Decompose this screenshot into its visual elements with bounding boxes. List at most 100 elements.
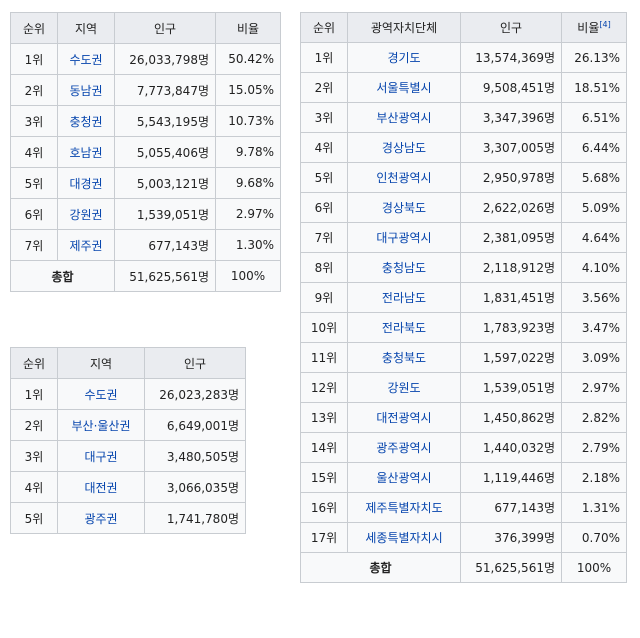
rank-cell: 1위 xyxy=(10,378,58,410)
region-link[interactable]: 전라남도 xyxy=(381,291,427,305)
region-link[interactable]: 인천광역시 xyxy=(376,171,432,185)
header-population: 인구 xyxy=(460,12,562,43)
region-link[interactable]: 경상남도 xyxy=(381,141,427,155)
rank-cell: 12위 xyxy=(300,372,348,403)
ratio-cell: 2.18% xyxy=(561,462,627,493)
rank-cell: 17위 xyxy=(300,522,348,553)
table-row: 14위 광주광역시 1,440,032명 2.79% xyxy=(300,432,627,463)
table-row: 17위 세종특별자치시 376,399명 0.70% xyxy=(300,522,627,553)
total-label: 총합 xyxy=(10,260,115,292)
region-link[interactable]: 강원도 xyxy=(387,381,421,395)
region-cell: 세종특별자치시 xyxy=(347,522,461,553)
population-cell: 3,347,396명 xyxy=(460,102,562,133)
rank-cell: 9위 xyxy=(300,282,348,313)
ratio-cell: 1.31% xyxy=(561,492,627,523)
region-link[interactable]: 수도권 xyxy=(84,387,118,402)
table-row: 16위 제주특별자치도 677,143명 1.31% xyxy=(300,492,627,523)
table-row: 5위 인천광역시 2,950,978명 5.68% xyxy=(300,162,627,193)
region-link[interactable]: 광주권 xyxy=(84,511,118,526)
region-link[interactable]: 서울특별시 xyxy=(376,81,432,95)
region-link[interactable]: 대구권 xyxy=(84,449,118,464)
population-cell: 1,119,446명 xyxy=(460,462,562,493)
region-link[interactable]: 대구광역시 xyxy=(376,231,432,245)
region-cell: 대구권 xyxy=(57,440,145,472)
region-link[interactable]: 경상북도 xyxy=(381,201,427,215)
population-cell: 2,622,026명 xyxy=(460,192,562,223)
ratio-cell: 18.51% xyxy=(561,72,627,103)
region-cell: 인천광역시 xyxy=(347,162,461,193)
region-link[interactable]: 울산광역시 xyxy=(376,471,432,485)
footnote-link[interactable]: [4] xyxy=(599,20,611,29)
population-cell: 3,307,005명 xyxy=(460,132,562,163)
region-link[interactable]: 동남권 xyxy=(69,83,103,98)
ratio-cell: 9.68% xyxy=(215,167,281,199)
region-link[interactable]: 충청남도 xyxy=(381,261,427,275)
table-row: 4위 대전권 3,066,035명 xyxy=(10,471,246,503)
header-ratio-label: 비율 xyxy=(577,21,600,35)
total-ratio: 100% xyxy=(561,552,627,583)
rank-cell: 4위 xyxy=(300,132,348,163)
population-cell: 1,741,780명 xyxy=(144,502,246,534)
table-row: 12위 강원도 1,539,051명 2.97% xyxy=(300,372,627,403)
rank-cell: 5위 xyxy=(10,502,58,534)
rank-cell: 4위 xyxy=(10,136,58,168)
region-link[interactable]: 제주권 xyxy=(69,238,103,253)
region-link[interactable]: 강원권 xyxy=(69,207,103,222)
ratio-cell: 1.30% xyxy=(215,229,281,261)
table-row: 7위 제주권 677,143명 1.30% xyxy=(10,229,281,261)
region-cell: 충청권 xyxy=(57,105,115,137)
region-link[interactable]: 충청북도 xyxy=(381,351,427,365)
population-cell: 2,118,912명 xyxy=(460,252,562,283)
rank-cell: 3위 xyxy=(300,102,348,133)
ratio-cell: 5.68% xyxy=(561,162,627,193)
region-link[interactable]: 세종특별자치시 xyxy=(365,531,443,545)
table-header-row: 순위 지역 인구 xyxy=(10,347,246,379)
region-link[interactable]: 부산·울산권 xyxy=(71,418,131,433)
population-cell: 677,143명 xyxy=(114,229,216,261)
header-region: 지역 xyxy=(57,347,145,379)
ratio-cell: 6.51% xyxy=(561,102,627,133)
region-cell: 제주권 xyxy=(57,229,115,261)
region-link[interactable]: 수도권 xyxy=(69,52,103,67)
region-cell: 충청남도 xyxy=(347,252,461,283)
ratio-cell: 2.97% xyxy=(561,372,627,403)
region-link[interactable]: 부산광역시 xyxy=(376,111,432,125)
rank-cell: 14위 xyxy=(300,432,348,463)
region-link[interactable]: 제주특별자치도 xyxy=(365,501,443,515)
population-cell: 26,023,283명 xyxy=(144,378,246,410)
region-cell: 수도권 xyxy=(57,43,115,75)
region-cell: 부산·울산권 xyxy=(57,409,145,441)
table-row: 5위 광주권 1,741,780명 xyxy=(10,502,246,534)
region-link[interactable]: 대경권 xyxy=(69,176,103,191)
population-cell: 677,143명 xyxy=(460,492,562,523)
population-cell: 3,480,505명 xyxy=(144,440,246,472)
table-row: 10위 전라북도 1,783,923명 3.47% xyxy=(300,312,627,343)
ratio-cell: 9.78% xyxy=(215,136,281,168)
region-link[interactable]: 광주광역시 xyxy=(376,441,432,455)
table-row: 4위 경상남도 3,307,005명 6.44% xyxy=(300,132,627,163)
table-header-row: 순위 지역 인구 비율 xyxy=(10,12,281,44)
region-link[interactable]: 충청권 xyxy=(69,114,103,129)
rank-cell: 1위 xyxy=(300,42,348,73)
region-link[interactable]: 대전광역시 xyxy=(376,411,432,425)
region-link[interactable]: 호남권 xyxy=(69,145,103,160)
table-row: 6위 경상북도 2,622,026명 5.09% xyxy=(300,192,627,223)
header-ratio: 비율[4] xyxy=(561,12,627,43)
table-row: 15위 울산광역시 1,119,446명 2.18% xyxy=(300,462,627,493)
region-cell: 충청북도 xyxy=(347,342,461,373)
region-cell: 호남권 xyxy=(57,136,115,168)
ratio-cell: 4.64% xyxy=(561,222,627,253)
ratio-cell: 2.82% xyxy=(561,402,627,433)
header-population: 인구 xyxy=(144,347,246,379)
ratio-cell: 2.97% xyxy=(215,198,281,230)
region-cell: 대전광역시 xyxy=(347,402,461,433)
table-row: 5위 대경권 5,003,121명 9.68% xyxy=(10,167,281,199)
ratio-cell: 50.42% xyxy=(215,43,281,75)
region-link[interactable]: 대전권 xyxy=(84,480,118,495)
ratio-cell: 6.44% xyxy=(561,132,627,163)
total-label: 총합 xyxy=(300,552,461,583)
region-link[interactable]: 전라북도 xyxy=(381,321,427,335)
region-link[interactable]: 경기도 xyxy=(387,51,421,65)
region-cell: 경기도 xyxy=(347,42,461,73)
rank-cell: 13위 xyxy=(300,402,348,433)
